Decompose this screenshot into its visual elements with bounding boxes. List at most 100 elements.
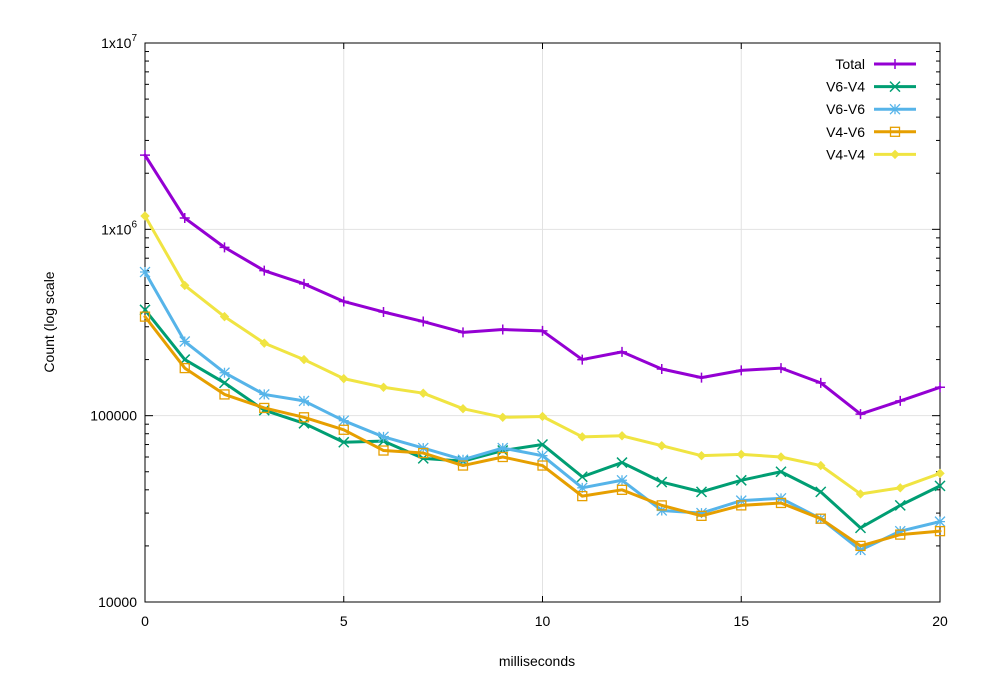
data-point [934,526,946,537]
x-tick-label: 5 [340,613,348,629]
data-point [577,432,587,442]
data-point [656,500,667,511]
data-point [576,471,588,483]
legend-label: V4-V4 [826,146,865,162]
data-point [815,513,826,524]
data-point [537,325,548,336]
data-point [498,412,508,423]
data-point [934,480,946,492]
x-tick-label: 10 [535,613,551,629]
data-point [895,395,906,406]
data-point [298,417,310,429]
data-point [617,431,627,441]
data-point [855,540,866,552]
series-v4-v6 [139,311,946,552]
data-point [894,525,906,537]
data-point [855,409,866,420]
data-point [338,424,349,435]
series-total [140,150,945,420]
data-point [418,447,429,459]
legend-item: V4-V6 [826,124,916,140]
data-point [577,354,588,365]
data-point [139,311,151,322]
x-tick-label: 15 [733,613,749,629]
data-point [457,454,469,466]
data-point [219,367,230,379]
legend-marker [890,149,900,160]
data-point [696,372,707,383]
data-point [656,476,668,488]
legend-marker [889,103,901,115]
data-point [736,449,746,460]
x-axis-title: milliseconds [499,653,575,669]
data-point [497,451,508,463]
x-tick-label: 20 [932,613,948,629]
data-point [418,316,429,327]
data-point [458,403,468,414]
data-point [696,507,707,519]
data-point [735,474,747,486]
data-point [815,377,826,388]
data-point [616,457,628,469]
series-v6-v4 [139,304,946,534]
legend-item: Total [835,56,916,72]
data-point [457,460,469,471]
data-point [418,388,428,398]
series-layer [139,150,946,556]
y-tick-label: 1x107 [101,33,137,51]
data-point [258,388,270,400]
data-point [179,362,190,374]
legend-item: V6-V6 [826,101,916,117]
data-point [140,211,150,221]
legend: Total V6-V4 V6-V6 V4-V6 V4-V4 [826,56,916,162]
data-point [776,452,786,462]
data-point [696,450,707,461]
data-point [695,486,708,498]
legend-label: V6-V4 [826,79,865,95]
data-point [815,486,827,498]
data-point [935,382,945,393]
legend-marker [889,126,901,137]
data-point [139,266,151,278]
y-tick-label: 100000 [90,408,137,424]
data-point [299,278,309,289]
data-point [378,431,389,443]
data-point [378,445,389,456]
data-point [736,500,747,511]
data-point [736,365,747,376]
data-point [219,311,230,322]
data-point [657,440,667,451]
data-point [378,307,389,318]
data-point [140,150,150,161]
legend-item: V4-V4 [826,146,916,162]
data-point [934,516,946,528]
data-point [935,468,945,479]
series-line [143,315,942,548]
data-point [537,460,548,471]
legend-label: V6-V6 [826,101,865,117]
data-point [339,373,349,384]
data-point [219,389,230,400]
data-point [497,324,508,335]
data-point [259,402,270,414]
data-point [696,510,707,521]
data-point [497,442,509,454]
data-point [338,436,350,448]
data-point [854,522,867,534]
data-point [536,438,549,451]
data-point [576,482,588,494]
legend-label: V4-V6 [826,124,865,140]
data-point [616,474,628,486]
data-point [617,346,627,357]
data-point [338,296,349,307]
data-point [259,265,270,276]
data-point [298,412,310,423]
data-point [776,363,786,374]
y-axis-title: Count (log scale [41,271,57,372]
legend-label: Total [835,56,865,72]
data-point [775,497,787,509]
legend-item: V6-V4 [826,79,916,95]
data-point [299,354,309,365]
data-point [537,411,548,422]
